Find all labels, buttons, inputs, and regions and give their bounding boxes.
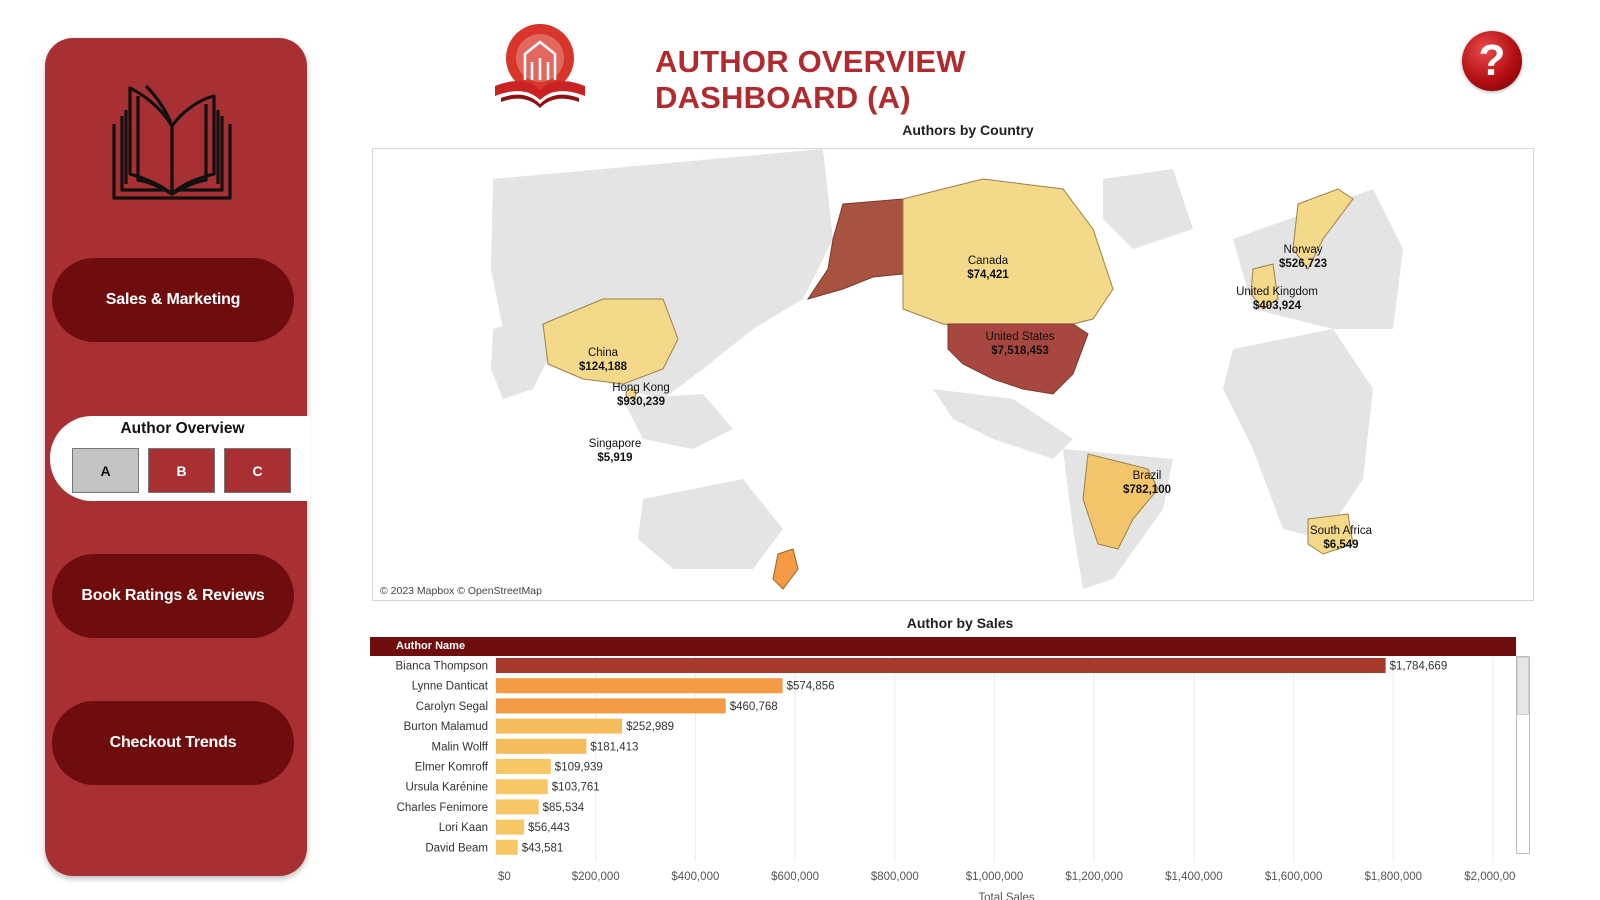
sales-value-label: $85,534 — [543, 802, 585, 814]
map-value-united-kingdom: $403,924 — [1253, 300, 1302, 312]
x-axis-tick-label: $1,600,000 — [1265, 871, 1323, 883]
sales-bar[interactable] — [496, 759, 551, 774]
author-overview-a-button[interactable]: A — [72, 448, 139, 493]
map-value-south-africa: $6,549 — [1323, 539, 1358, 551]
sales-value-label: $181,413 — [590, 741, 638, 753]
bar-chart-header: Author Name — [370, 637, 1516, 656]
author-name-label: Bianca Thompson — [396, 661, 488, 673]
author-overview-c-button[interactable]: C — [224, 448, 291, 493]
x-axis-tick-label: $1,200,000 — [1065, 871, 1123, 883]
country-south-africa[interactable] — [1307, 513, 1354, 555]
country-brazil[interactable] — [1082, 453, 1159, 550]
sales-bar[interactable] — [496, 819, 525, 835]
sales-value-label: $56,443 — [528, 822, 570, 834]
sales-bar[interactable] — [496, 658, 1386, 673]
author-name-label: Malin Wolff — [432, 741, 489, 753]
land-india — [491, 319, 553, 399]
library-logo — [495, 24, 585, 108]
x-axis-tick-label: $1,000,000 — [966, 871, 1024, 883]
world-map: Canada $74,421 United States $7,518,453 … — [491, 149, 1403, 590]
x-axis-tick-label: $800,000 — [871, 871, 919, 883]
nav-checkout-trends-button[interactable]: Checkout Trends — [52, 701, 294, 785]
sales-value-label: $460,768 — [730, 701, 778, 713]
author-name-label: Carolyn Segal — [416, 701, 488, 713]
bar-chart-title: Author by Sales — [906, 615, 1014, 631]
author-name-label: David Beam — [425, 842, 488, 854]
author-name-label: Lynne Danticat — [412, 681, 489, 693]
map-label-canada: Canada — [968, 255, 1009, 267]
sales-value-label: $252,989 — [626, 721, 674, 733]
map-value-norway: $526,723 — [1279, 258, 1327, 270]
map-credit: © 2023 Mapbox © OpenStreetMap — [380, 585, 542, 597]
country-united-kingdom[interactable] — [1250, 263, 1279, 310]
land-africa — [1223, 329, 1373, 539]
x-axis-label: Total Sales — [978, 892, 1035, 900]
map-label-norway: Norway — [1284, 244, 1323, 256]
sales-value-label: $43,581 — [522, 842, 564, 854]
map-label-united-states: United States — [985, 331, 1054, 343]
help-button[interactable]: ? — [1462, 31, 1522, 91]
x-axis-tick-label: $600,000 — [771, 871, 819, 883]
author-name-label: Burton Malamud — [404, 721, 488, 733]
country-china[interactable] — [542, 298, 679, 385]
sales-bar[interactable] — [496, 799, 539, 815]
sales-value-label: $574,856 — [787, 681, 835, 693]
map-label-brazil: Brazil — [1133, 470, 1162, 482]
x-axis-tick-label: $2,000,000 — [1464, 871, 1516, 883]
map-label-hong-kong: Hong Kong — [612, 382, 670, 394]
sales-value-label: $1,784,669 — [1390, 661, 1448, 673]
country-norway[interactable] — [1292, 188, 1354, 270]
map-label-singapore: Singapore — [589, 438, 641, 450]
sales-bar[interactable] — [496, 738, 587, 754]
map-value-singapore: $5,919 — [597, 452, 632, 464]
x-axis-tick-label: $200,000 — [572, 871, 620, 883]
author-name-label: Lori Kaan — [439, 822, 488, 834]
country-united-states[interactable] — [947, 323, 1089, 395]
country-new-zealand[interactable] — [772, 548, 799, 590]
map-value-brazil: $782,100 — [1123, 484, 1171, 496]
sales-value-label: $109,939 — [555, 762, 603, 774]
country-hong-kong[interactable] — [625, 388, 637, 400]
x-axis-tick-label: $0 — [498, 871, 511, 883]
map-value-hong-kong: $930,239 — [617, 396, 665, 408]
author-overview-b-button[interactable]: B — [148, 448, 215, 493]
x-axis-tick-label: $1,800,000 — [1365, 871, 1423, 883]
bar-chart-scroll-thumb[interactable] — [1517, 657, 1529, 715]
map-value-united-states: $7,518,453 — [991, 345, 1049, 357]
author-overview-panel: Author Overview A B C — [50, 416, 310, 501]
map-title: Authors by Country — [902, 122, 1034, 138]
authors-by-country-map[interactable]: Canada $74,421 United States $7,518,453 … — [372, 148, 1534, 601]
author-overview-title: Author Overview — [120, 420, 245, 437]
sidebar: Sales & Marketing Author Overview A B C … — [45, 38, 310, 876]
sales-bar[interactable] — [496, 698, 726, 714]
x-axis-tick-label: $1,400,000 — [1165, 871, 1223, 883]
x-axis-tick-label: $400,000 — [671, 871, 719, 883]
map-label-china: China — [588, 347, 619, 359]
land-greenland — [1103, 169, 1193, 249]
map-label-united-kingdom: United Kingdom — [1236, 286, 1318, 298]
nav-sales-marketing-button[interactable]: Sales & Marketing — [52, 258, 294, 342]
author-name-label: Charles Fenimore — [397, 802, 488, 814]
sales-bar[interactable] — [496, 779, 548, 795]
land-central-america — [933, 389, 1073, 459]
land-australia — [638, 479, 783, 569]
sales-bar[interactable] — [496, 718, 623, 734]
map-value-canada: $74,421 — [967, 269, 1009, 281]
nav-book-ratings-reviews-button[interactable]: Book Ratings & Reviews — [52, 554, 294, 638]
author-name-label: Elmer Komroff — [415, 762, 489, 774]
sales-bar[interactable] — [496, 839, 518, 855]
page-title: AUTHOR OVERVIEW DASHBOARD (A) — [655, 44, 966, 115]
author-name-label: Ursula Karénine — [406, 782, 488, 794]
author-sales-bar-chart: Bianca Thompson $1,784,669 Lynne Danticat $… — [396, 656, 1516, 900]
country-canada[interactable] — [902, 178, 1114, 330]
map-value-china: $124,188 — [579, 361, 628, 373]
land-indonesia — [623, 394, 733, 449]
sales-bar[interactable] — [496, 678, 783, 694]
map-label-south-africa: South Africa — [1310, 525, 1373, 537]
sales-value-label: $103,761 — [552, 782, 600, 794]
open-book-icon — [112, 84, 232, 200]
author-name-column-header: Author Name — [396, 640, 466, 652]
